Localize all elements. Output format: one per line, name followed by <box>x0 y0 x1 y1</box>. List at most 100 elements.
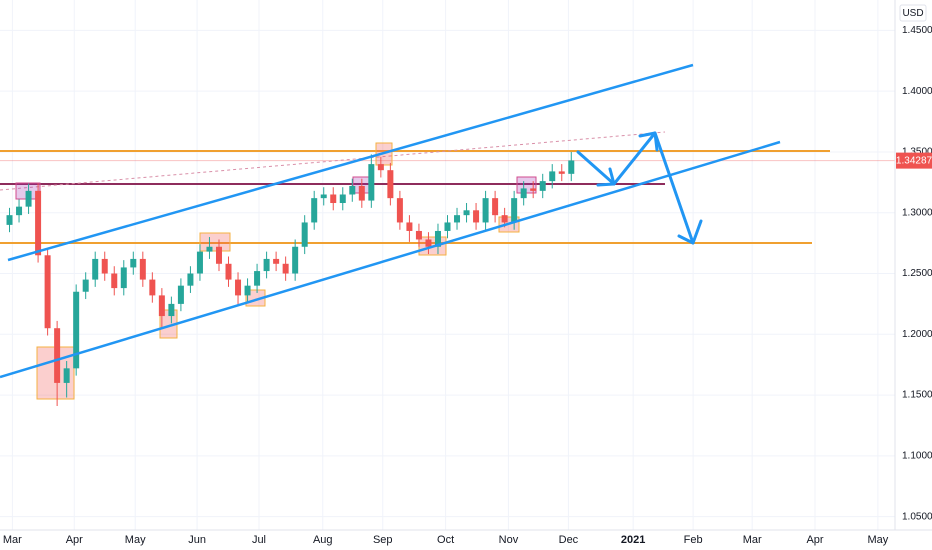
candle-body <box>349 185 356 195</box>
candle-body <box>111 273 118 289</box>
x-tick-label: Feb <box>684 534 703 546</box>
x-tick-label: Mar <box>3 534 22 546</box>
x-tick-label: Nov <box>499 534 519 546</box>
currency-label: USD <box>902 8 923 19</box>
axes: 1.05000 1.10000 1.15000 1.20000 1.25000 1.300… <box>3 25 932 546</box>
last-price-badge <box>896 152 932 169</box>
x-tick-label: Jul <box>252 534 266 546</box>
candle-body <box>273 258 280 264</box>
candle-body <box>415 230 422 240</box>
channel-lower <box>0 140 781 379</box>
candle-body <box>63 368 70 383</box>
candle-body <box>35 190 42 256</box>
candle-body <box>25 190 32 207</box>
candle-body <box>454 215 461 223</box>
candle-body <box>101 258 108 274</box>
candle-body <box>406 222 413 231</box>
x-tick-label: May <box>125 534 146 546</box>
x-tick-label: Jun <box>188 534 206 546</box>
candle-body <box>511 198 518 223</box>
x-tick-label: May <box>867 534 888 546</box>
candle-body <box>330 194 337 204</box>
candle-body <box>444 222 451 231</box>
candle-body <box>73 291 80 369</box>
candle-body <box>549 171 556 182</box>
arrow-head <box>677 219 703 245</box>
candle-body <box>501 215 508 223</box>
candle-body <box>339 194 346 204</box>
candle-body <box>387 170 394 199</box>
channel <box>0 63 781 379</box>
candle-body <box>254 271 261 286</box>
candle-body <box>206 246 213 252</box>
candle-body <box>44 255 51 329</box>
candle-body <box>425 239 432 247</box>
x-tick-label: Sep <box>373 534 393 546</box>
candle-body <box>358 185 365 201</box>
x-tick-label: Mar <box>743 534 762 546</box>
x-tick-label: Apr <box>806 534 823 546</box>
candles <box>6 151 575 407</box>
candle-body <box>130 258 137 268</box>
candle-body <box>368 164 375 201</box>
candle-body <box>568 160 575 174</box>
candle-body <box>263 258 270 272</box>
y-tick-label: 1.10000 <box>902 450 932 461</box>
candle-body <box>520 188 527 199</box>
candle-body <box>492 198 499 216</box>
x-tick-label: Aug <box>313 534 333 546</box>
arrow-head <box>638 131 659 152</box>
candle-body <box>377 164 384 171</box>
candle-body <box>196 251 203 274</box>
y-tick-label: 1.20000 <box>902 329 932 340</box>
y-tick-label: 1.35000 <box>902 147 932 158</box>
forecast-path <box>576 131 695 245</box>
box <box>199 232 231 252</box>
candle-body <box>177 285 184 304</box>
candle-body <box>292 246 299 274</box>
y-tick-label: 1.15000 <box>902 390 932 401</box>
candle-body <box>558 171 565 174</box>
candle-body <box>311 198 318 223</box>
candle-body <box>187 273 194 286</box>
candle-body <box>149 279 156 296</box>
candle-body <box>6 215 13 225</box>
candle-body <box>120 267 127 289</box>
x-tick-label: Dec <box>559 534 579 546</box>
candle-body <box>463 210 470 216</box>
last-price-label: 1.34287 <box>896 155 932 166</box>
candle-body <box>244 285 251 296</box>
y-tick-label: 1.45000 <box>902 25 932 36</box>
x-tick-label: Apr <box>66 534 83 546</box>
y-tick-label: 1.05000 <box>902 511 932 522</box>
y-tick-label: 1.40000 <box>902 86 932 97</box>
candle-body <box>320 194 327 199</box>
x-tick-label: 2021 <box>621 534 645 546</box>
candle-body <box>539 181 546 191</box>
candle-body <box>16 206 23 216</box>
candle-body <box>530 188 537 191</box>
candle-body <box>215 246 222 264</box>
candle-body <box>434 230 441 247</box>
candle-body <box>82 279 89 292</box>
candle-body <box>54 328 61 383</box>
candle-body <box>301 222 308 247</box>
candle-body <box>92 258 99 280</box>
candle-body <box>235 279 242 296</box>
candle-body <box>282 263 289 274</box>
channel-upper <box>7 63 694 262</box>
candle-body <box>158 295 165 317</box>
currency-badge[interactable] <box>899 4 927 22</box>
candle-body <box>473 210 480 223</box>
y-tick-label: 1.25000 <box>902 268 932 279</box>
candle-body <box>225 263 232 280</box>
arrow-head <box>596 167 616 187</box>
candle-body <box>482 198 489 223</box>
candle-body <box>396 198 403 223</box>
y-tick-label: 1.30000 <box>902 207 932 218</box>
candle-body <box>168 303 175 317</box>
candle-body <box>139 258 146 280</box>
x-tick-label: Oct <box>437 534 454 546</box>
